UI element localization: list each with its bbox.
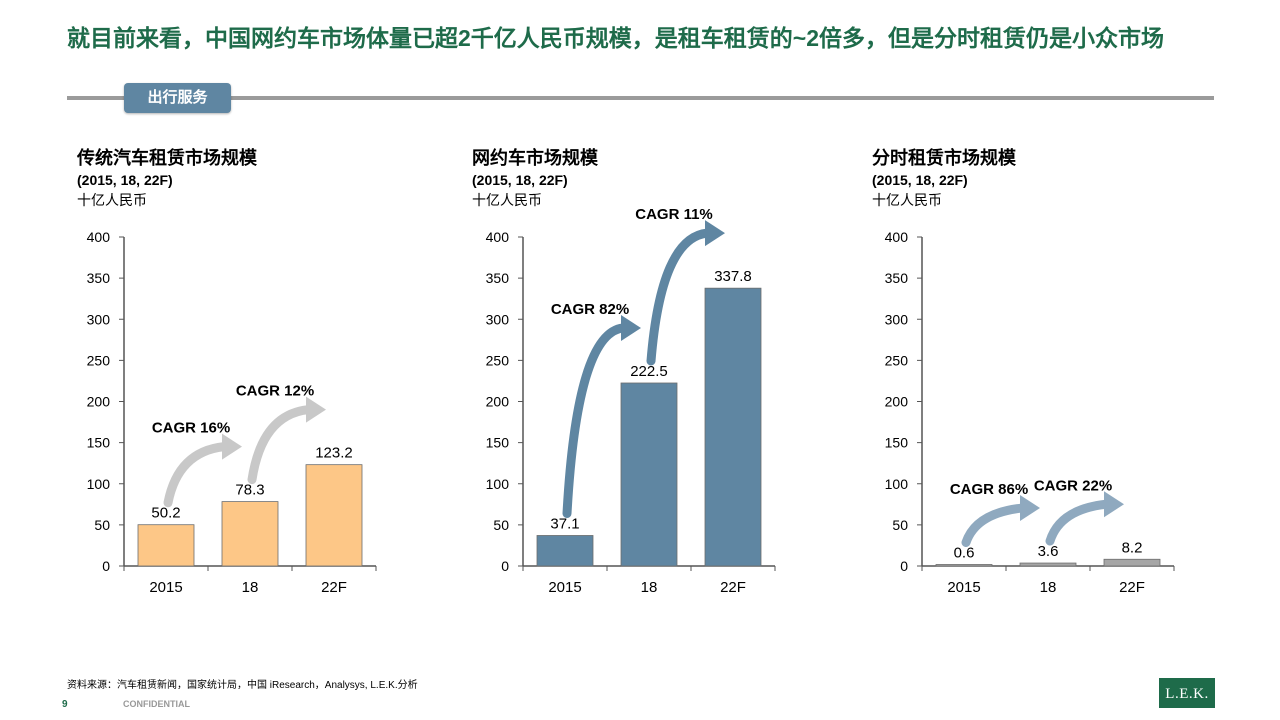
cagr-arrow-shaft (646, 228, 712, 366)
section-tag: 出行服务 (124, 83, 231, 113)
y-tick-label: 50 (493, 517, 509, 533)
chart-title: 传统汽车租赁市场规模 (77, 148, 257, 168)
y-tick-label: 250 (87, 352, 111, 368)
y-tick-label: 200 (87, 394, 111, 410)
y-tick-label: 0 (900, 558, 908, 574)
y-tick-label: 150 (486, 435, 510, 451)
data-label: 3.6 (1038, 543, 1059, 560)
bar (1019, 562, 1077, 567)
y-tick-label: 300 (486, 311, 510, 327)
y-tick-label: 150 (87, 435, 111, 451)
x-tick-label: 18 (641, 579, 658, 596)
y-tick-label: 250 (885, 352, 909, 368)
chart-unit: 十亿人民币 (77, 192, 147, 208)
data-label: 37.1 (550, 515, 579, 532)
bar (137, 524, 195, 567)
y-tick-label: 300 (87, 311, 111, 327)
cagr-arrow-shaft (1045, 499, 1111, 546)
cagr-label: CAGR 12% (236, 383, 314, 400)
x-tick-label: 18 (1040, 579, 1057, 596)
y-tick-label: 200 (885, 394, 909, 410)
cagr-arrow-shaft (247, 405, 313, 485)
bar (221, 501, 279, 567)
y-tick-label: 400 (885, 229, 909, 245)
chart-header-carsharing: 分时租赁市场规模 (2015, 18, 22F) 十亿人民币 (872, 146, 1016, 210)
x-tick-label: 18 (242, 579, 259, 596)
bar (620, 382, 678, 567)
source-note: 资料来源：汽车租赁新闻，国家统计局，中国 iResearch，Analysys,… (67, 680, 418, 691)
bar (536, 535, 594, 567)
y-tick-label: 0 (102, 558, 110, 574)
page-number: 9 (62, 699, 68, 710)
y-tick-label: 150 (885, 435, 909, 451)
cagr-label: CAGR 82% (551, 301, 629, 318)
x-tick-label: 2015 (149, 579, 182, 596)
y-tick-label: 350 (486, 270, 510, 286)
cagr-arrow-shaft (961, 503, 1027, 547)
y-tick-label: 350 (87, 270, 111, 286)
y-tick-label: 400 (87, 229, 111, 245)
cagr-arrow-head (621, 314, 641, 341)
bar (1103, 558, 1161, 567)
y-tick-label: 250 (486, 352, 510, 368)
confidential-label: CONFIDENTIAL (123, 699, 190, 709)
data-label: 222.5 (630, 363, 668, 380)
cagr-arrow-head (1020, 495, 1040, 522)
bar (935, 564, 993, 567)
bar (704, 287, 762, 567)
cagr-arrow-head (306, 396, 326, 423)
y-tick-label: 100 (486, 476, 510, 492)
y-tick-label: 350 (885, 270, 909, 286)
x-tick-label: 2015 (947, 579, 980, 596)
x-tick-label: 22F (321, 579, 347, 596)
lek-logo: L.E.K. (1159, 678, 1215, 708)
chart-unit: 十亿人民币 (472, 192, 542, 208)
cagr-label: CAGR 16% (152, 420, 230, 437)
y-tick-label: 50 (94, 517, 110, 533)
cagr-label: CAGR 86% (950, 481, 1028, 498)
cagr-arrow-head (1104, 491, 1124, 518)
data-label: 8.2 (1122, 539, 1143, 556)
x-tick-label: 22F (1119, 579, 1145, 596)
chart-title: 网约车市场规模 (472, 148, 598, 168)
chart-subtitle: (2015, 18, 22F) (872, 172, 968, 188)
cagr-arrow-shaft (562, 323, 628, 518)
chart-header-rental: 传统汽车租赁市场规模 (2015, 18, 22F) 十亿人民币 (77, 146, 257, 210)
data-label: 337.8 (714, 268, 752, 285)
title-divider (67, 96, 1214, 100)
y-tick-label: 100 (87, 476, 111, 492)
y-tick-label: 200 (486, 394, 510, 410)
y-tick-label: 300 (885, 311, 909, 327)
chart-subtitle: (2015, 18, 22F) (472, 172, 568, 188)
y-tick-label: 0 (501, 558, 509, 574)
chart-title: 分时租赁市场规模 (872, 148, 1016, 168)
chart-subtitle: (2015, 18, 22F) (77, 172, 173, 188)
data-label: 78.3 (235, 482, 264, 499)
data-label: 50.2 (151, 505, 180, 522)
data-label: 123.2 (315, 445, 353, 462)
x-tick-label: 22F (720, 579, 746, 596)
y-tick-label: 400 (486, 229, 510, 245)
page-title: 就目前来看，中国网约车市场体量已超2千亿人民币规模，是租车租赁的~2倍多，但是分… (67, 25, 1165, 51)
chart-unit: 十亿人民币 (872, 192, 942, 208)
data-label: 0.6 (954, 545, 975, 562)
bar (305, 464, 363, 567)
x-tick-label: 2015 (548, 579, 581, 596)
cagr-label: CAGR 11% (635, 206, 713, 223)
cagr-label: CAGR 22% (1034, 477, 1112, 494)
cagr-arrow-head (222, 433, 242, 460)
cagr-arrow-shaft (163, 442, 229, 508)
y-tick-label: 100 (885, 476, 909, 492)
chart-header-ridehailing: 网约车市场规模 (2015, 18, 22F) 十亿人民币 (472, 146, 598, 210)
y-tick-label: 50 (892, 517, 908, 533)
cagr-arrow-head (705, 220, 725, 247)
